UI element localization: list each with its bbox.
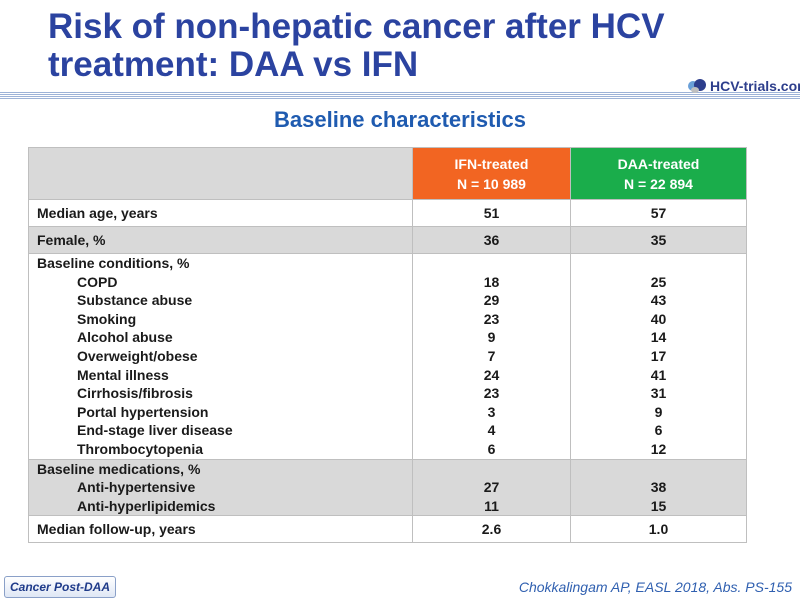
daa-value: 31 bbox=[650, 385, 667, 402]
citation: Chokkalingam AP, EASL 2018, Abs. PS-155 bbox=[518, 579, 792, 595]
daa-value: 41 bbox=[650, 366, 667, 383]
condition-label: Overweight/obese bbox=[77, 347, 198, 364]
row-label-group: Baseline conditions, % COPD Substance ab… bbox=[28, 253, 413, 460]
header-ifn-cell: IFN-treated N = 10 989 bbox=[412, 147, 571, 200]
header-daa-n: N = 22 894 bbox=[624, 175, 693, 192]
table-row: Female, % 36 35 bbox=[28, 226, 747, 254]
header-divider bbox=[0, 92, 800, 100]
ifn-value: 18 bbox=[483, 273, 500, 290]
daa-value-group: 38 15 bbox=[570, 458, 747, 517]
ifn-value: 11 bbox=[484, 497, 499, 514]
row-label: Median follow-up, years bbox=[28, 515, 413, 544]
condition-label: End-stage liver disease bbox=[77, 422, 233, 439]
ifn-value: 27 bbox=[483, 479, 500, 496]
ifn-value: 36 bbox=[412, 226, 571, 254]
hcv-trials-logo-text: HCV-trials.com bbox=[710, 78, 800, 94]
table-row: Baseline medications, % Anti-hypertensiv… bbox=[28, 458, 747, 517]
header-blank-cell bbox=[28, 147, 413, 200]
daa-value: 35 bbox=[570, 226, 747, 254]
ifn-value: 23 bbox=[483, 385, 500, 402]
ifn-value: 51 bbox=[412, 199, 571, 227]
ifn-value: 29 bbox=[483, 292, 500, 309]
ifn-value: 23 bbox=[483, 310, 500, 327]
row-label: Female, % bbox=[28, 226, 413, 254]
slide-title-line-2: treatment: DAA vs IFN bbox=[48, 45, 419, 84]
table-row: Median follow-up, years 2.6 1.0 bbox=[28, 515, 747, 544]
table-row: Median age, years 51 57 bbox=[28, 199, 747, 227]
ifn-value: 9 bbox=[487, 329, 496, 346]
section-tag[interactable]: Cancer Post-DAA bbox=[4, 576, 116, 598]
daa-value: 14 bbox=[650, 329, 667, 346]
table-subtitle: Baseline characteristics bbox=[274, 107, 526, 132]
slide-title-line-1: Risk of non-hepatic cancer after HCV bbox=[48, 7, 665, 46]
row-label-group: Baseline medications, % Anti-hypertensiv… bbox=[28, 458, 413, 517]
ifn-value: 4 bbox=[487, 422, 496, 439]
hcv-trials-logo-icon bbox=[688, 79, 706, 93]
medication-label: Anti-hypertensive bbox=[77, 479, 196, 496]
condition-label: Mental illness bbox=[77, 366, 169, 383]
daa-value: 57 bbox=[570, 199, 747, 227]
header-ifn-n: N = 10 989 bbox=[457, 175, 526, 192]
condition-label: Cirrhosis/fibrosis bbox=[77, 385, 193, 402]
slide-title: Risk of non-hepatic cancer after HCV tre… bbox=[48, 8, 688, 84]
baseline-characteristics-table: IFN-treated N = 10 989 DAA-treated N = 2… bbox=[28, 147, 747, 544]
daa-value: 15 bbox=[650, 497, 667, 514]
group-heading: Baseline conditions, % bbox=[37, 255, 190, 271]
group-heading: Baseline medications, % bbox=[37, 460, 201, 477]
ifn-value: 3 bbox=[487, 403, 496, 420]
daa-value: 43 bbox=[650, 292, 667, 309]
daa-value: 25 bbox=[650, 273, 667, 290]
daa-value: 40 bbox=[650, 310, 667, 327]
daa-value: 1.0 bbox=[570, 515, 747, 544]
condition-label: Alcohol abuse bbox=[77, 329, 173, 346]
header-daa-label: DAA-treated bbox=[617, 155, 700, 172]
ifn-value: 24 bbox=[483, 366, 500, 383]
condition-label: COPD bbox=[77, 273, 118, 290]
condition-label: Portal hypertension bbox=[77, 403, 209, 420]
row-label: Median age, years bbox=[28, 199, 413, 227]
header-ifn-label: IFN-treated bbox=[454, 155, 529, 172]
table-row: Baseline conditions, % COPD Substance ab… bbox=[28, 253, 747, 460]
daa-value: 6 bbox=[654, 422, 663, 439]
daa-value: 17 bbox=[650, 347, 667, 364]
condition-label: Thrombocytopenia bbox=[77, 440, 204, 457]
ifn-value: 6 bbox=[487, 440, 496, 457]
hcv-trials-logo[interactable]: HCV-trials.com bbox=[688, 76, 800, 96]
daa-value: 12 bbox=[650, 440, 667, 457]
daa-value: 9 bbox=[654, 403, 663, 420]
header-daa-cell: DAA-treated N = 22 894 bbox=[570, 147, 747, 200]
ifn-value-group: 18 29 23 9 7 24 23 3 4 6 bbox=[412, 253, 571, 460]
daa-value-group: 25 43 40 14 17 41 31 9 6 12 bbox=[570, 253, 747, 460]
daa-value: 38 bbox=[650, 479, 667, 496]
medication-label: Anti-hyperlipidemics bbox=[77, 497, 216, 514]
condition-label: Substance abuse bbox=[77, 292, 193, 309]
ifn-value-group: 27 11 bbox=[412, 458, 571, 517]
ifn-value: 7 bbox=[487, 347, 496, 364]
ifn-value: 2.6 bbox=[412, 515, 571, 544]
table-header-row: IFN-treated N = 10 989 DAA-treated N = 2… bbox=[28, 147, 747, 200]
condition-label: Smoking bbox=[77, 310, 137, 327]
